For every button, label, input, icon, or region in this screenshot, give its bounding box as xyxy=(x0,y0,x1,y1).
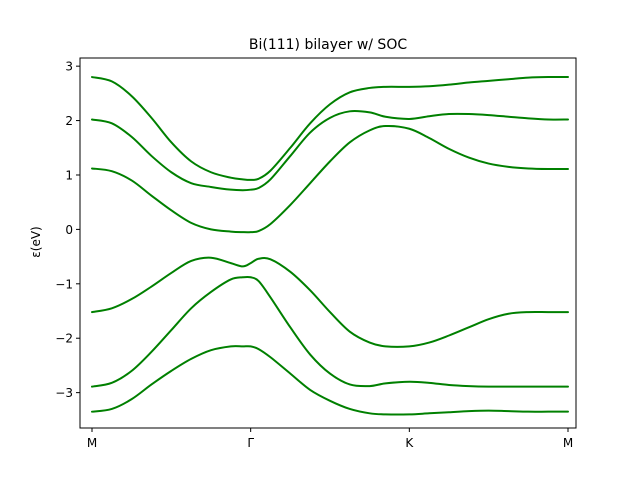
band-line-1 xyxy=(91,76,569,181)
y-axis-label: ε(eV) xyxy=(29,226,43,257)
chart-title: Bi(111) bilayer w/ SOC xyxy=(249,37,407,53)
y-tick-label: −3 xyxy=(55,386,73,400)
x-tick-label: K xyxy=(405,436,414,450)
band-line-4 xyxy=(91,256,569,348)
x-tick-label: M xyxy=(87,436,97,450)
x-tick-label: Γ xyxy=(247,436,254,450)
y-tick-label: 1 xyxy=(65,168,73,182)
band-line-2 xyxy=(91,109,569,192)
y-tick-label: −1 xyxy=(55,277,73,291)
plot-frame xyxy=(79,57,577,429)
band-line-5 xyxy=(91,275,569,388)
y-tick-label: −2 xyxy=(55,332,73,346)
x-tick-label: M xyxy=(563,436,573,450)
y-tick-label: 2 xyxy=(65,114,73,128)
band-line-6 xyxy=(91,345,569,416)
band-lines xyxy=(91,76,569,416)
y-axis-ticks: 3 2 1 0 −1 −2 −3 xyxy=(55,60,80,400)
y-tick-label: 0 xyxy=(65,223,73,237)
band-line-3 xyxy=(91,124,569,234)
y-tick-label: 3 xyxy=(65,60,73,74)
